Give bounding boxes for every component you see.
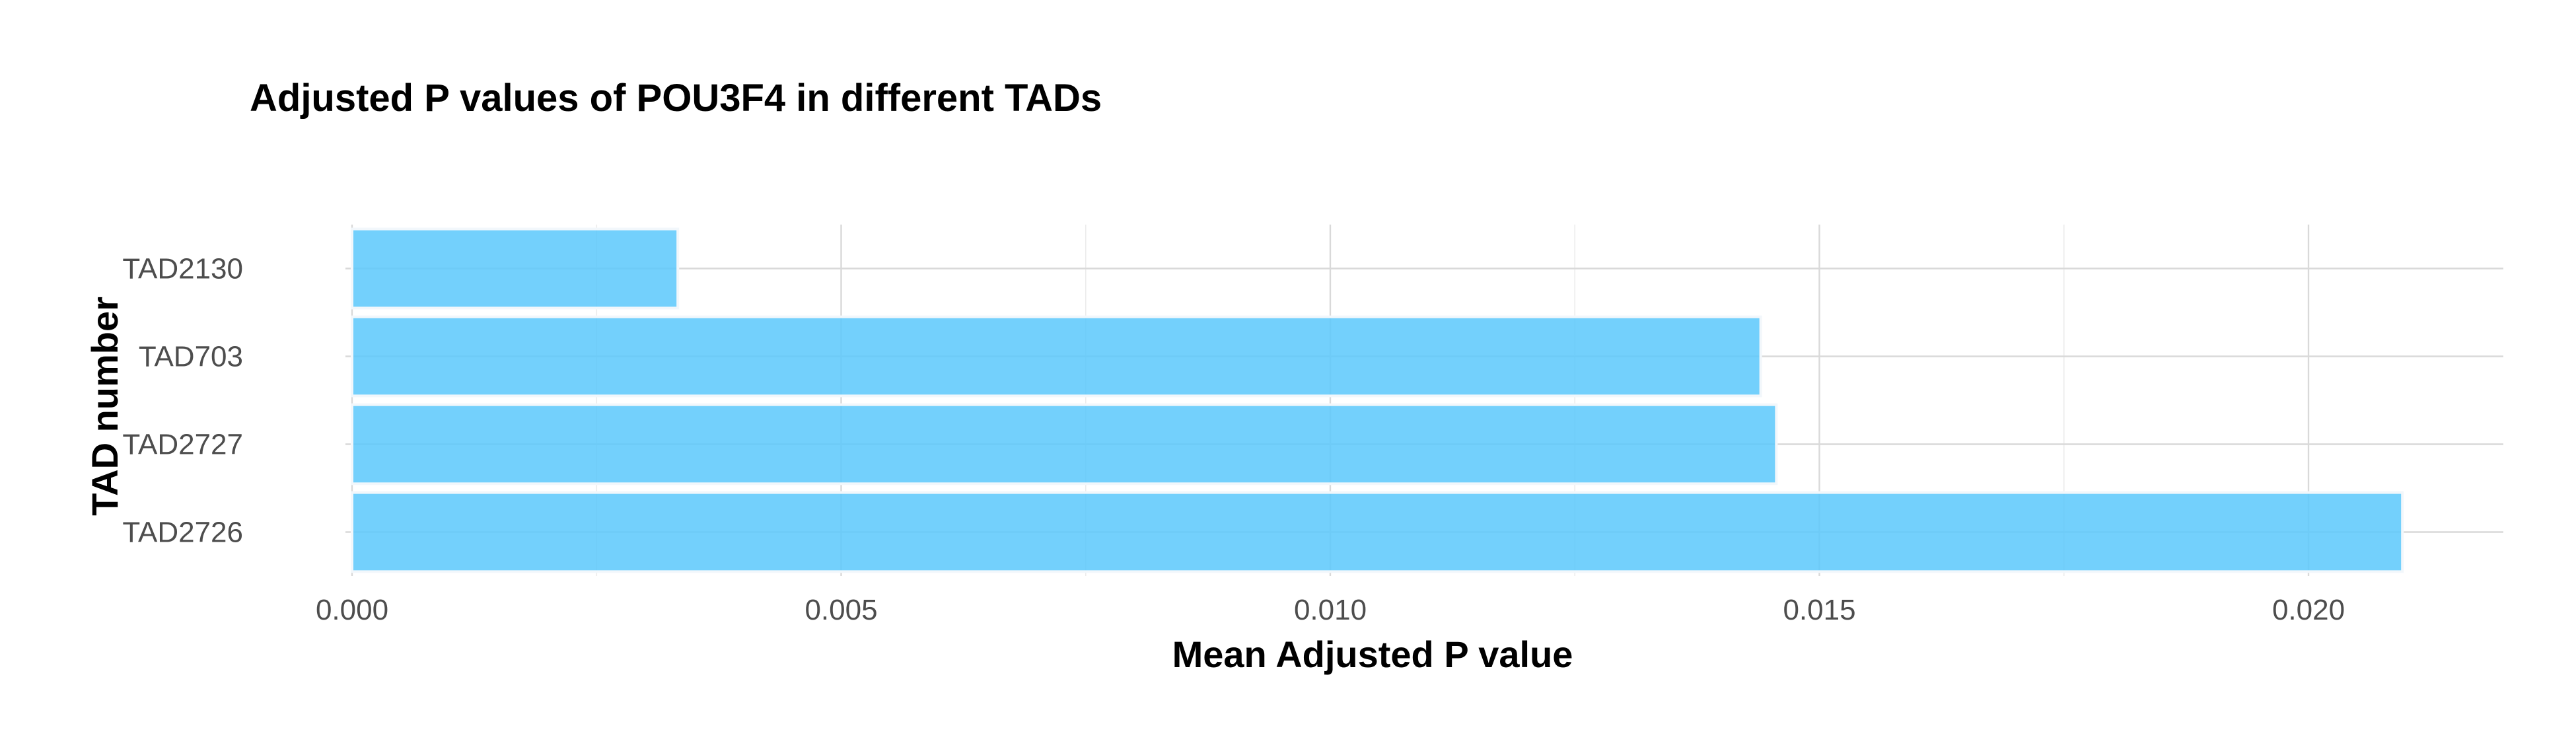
- y-tick-label: TAD2727: [122, 429, 243, 461]
- y-axis-title: TAD number: [84, 297, 125, 516]
- x-tick-label: 0.020: [2272, 594, 2345, 626]
- y-tick-labels: TAD2130 TAD703 TAD2727 TAD2726: [122, 253, 243, 549]
- x-tick-label: 0.000: [316, 594, 388, 626]
- chart-title: Adjusted P values of POU3F4 in different…: [250, 77, 1102, 120]
- x-tick-labels: 0.000 0.005 0.010 0.015 0.020: [316, 594, 2345, 626]
- y-tick-label: TAD2130: [122, 253, 243, 285]
- bars: [351, 227, 2404, 573]
- bar-tad703: [351, 315, 1762, 398]
- bar-tad2726: [351, 491, 2404, 573]
- y-tick-label: TAD2726: [122, 517, 243, 549]
- x-tick-label: 0.005: [805, 594, 877, 626]
- x-axis-title: Mean Adjusted P value: [1172, 633, 1573, 675]
- bar-tad2130: [351, 227, 680, 310]
- y-tick-label: TAD703: [139, 341, 243, 373]
- x-tick-label: 0.015: [1783, 594, 1855, 626]
- x-tick-label: 0.010: [1294, 594, 1367, 626]
- bar-tad2727: [351, 403, 1778, 485]
